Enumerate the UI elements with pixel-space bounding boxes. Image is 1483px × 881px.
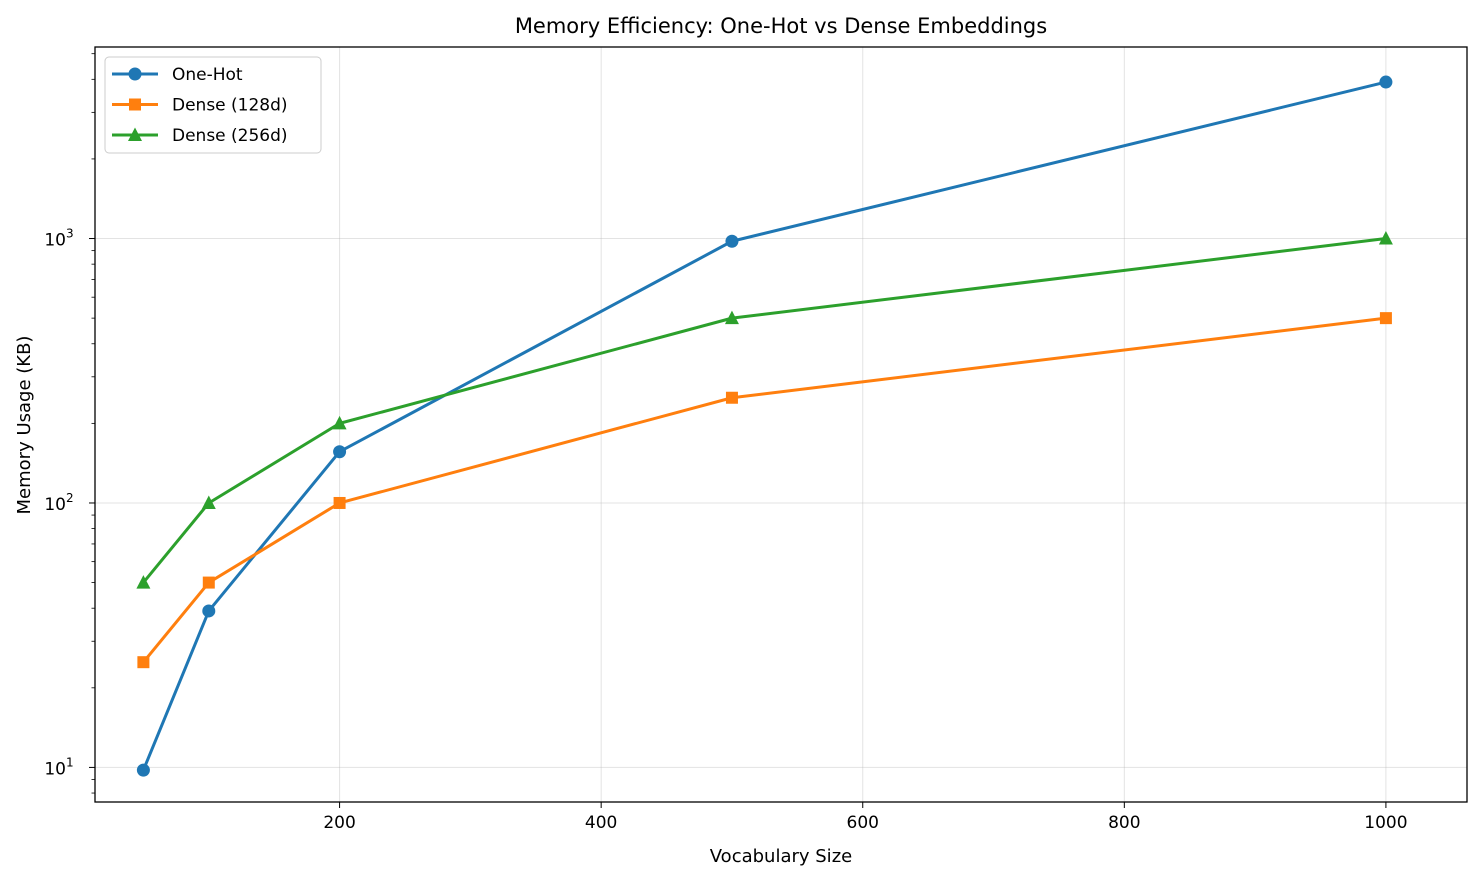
- legend: One-Hot Dense (128d) Dense (256d): [104, 56, 322, 154]
- legend-label: One-Hot: [172, 65, 243, 85]
- series-layer: [136, 75, 1393, 777]
- data-point: [1378, 231, 1393, 245]
- legend-marker: [128, 127, 142, 141]
- x-tick-label: 1000: [1364, 813, 1407, 833]
- x-tick-label: 600: [847, 813, 879, 833]
- data-point: [333, 445, 347, 459]
- x-axis-label: Vocabulary Size: [710, 846, 852, 867]
- y-tick-label: 102: [44, 491, 73, 515]
- data-point: [202, 604, 216, 618]
- data-point: [136, 763, 150, 777]
- x-tick-label: 400: [585, 813, 617, 833]
- series-one-hot: [136, 75, 1393, 777]
- data-point: [201, 495, 216, 509]
- y-axis-label: Memory Usage (KB): [14, 336, 35, 515]
- y-axis: 101 102 103: [44, 53, 95, 794]
- series-dense-128d: [137, 312, 1392, 669]
- series-line: [141, 80, 1388, 772]
- legend-box: [104, 56, 322, 154]
- legend-entry: Dense (256d): [112, 126, 288, 146]
- data-point: [724, 310, 739, 325]
- legend-entry: One-Hot: [112, 65, 243, 85]
- legend-marker: [129, 98, 141, 111]
- x-tick-label: 800: [1108, 813, 1140, 833]
- data-point: [332, 415, 347, 430]
- legend-label: Dense (128d): [172, 96, 288, 116]
- x-tick-label: 200: [323, 813, 355, 833]
- data-point: [725, 234, 739, 248]
- legend-label: Dense (256d): [172, 126, 288, 146]
- data-point: [202, 576, 215, 589]
- series-line: [141, 237, 1388, 585]
- legend-marker: [128, 67, 142, 81]
- data-point: [136, 575, 151, 589]
- y-tick-label: 103: [44, 227, 73, 251]
- legend-entry: Dense (128d): [112, 96, 288, 116]
- y-tick-label: 101: [44, 755, 73, 779]
- chart-title: Memory Efficiency: One-Hot vs Dense Embe…: [515, 14, 1047, 38]
- data-point: [137, 656, 150, 669]
- data-point: [1379, 312, 1392, 325]
- series-dense-256d: [136, 231, 1393, 589]
- data-point: [333, 496, 346, 509]
- x-axis: 200 400 600 800 1000: [323, 802, 1408, 833]
- data-point: [725, 391, 738, 404]
- data-point: [1379, 75, 1393, 89]
- series-line: [141, 316, 1388, 664]
- plot-frame: [94, 46, 1468, 803]
- grid: [95, 47, 1467, 802]
